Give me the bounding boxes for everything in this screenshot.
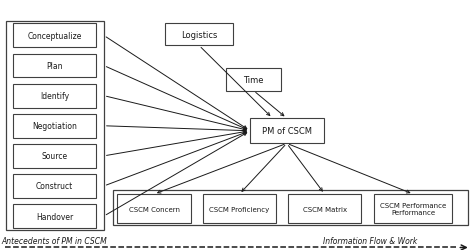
Text: Information Flow & Work: Information Flow & Work [323,236,417,245]
Text: Antecedents of PM in CSCM: Antecedents of PM in CSCM [1,236,108,245]
Text: Conceptualize: Conceptualize [27,32,82,41]
Text: CSCM Proficiency: CSCM Proficiency [209,206,270,212]
FancyBboxPatch shape [374,194,452,223]
FancyBboxPatch shape [13,54,96,78]
FancyBboxPatch shape [113,190,468,226]
FancyBboxPatch shape [13,204,96,228]
FancyBboxPatch shape [13,174,96,198]
FancyBboxPatch shape [288,194,361,223]
FancyBboxPatch shape [13,144,96,168]
FancyBboxPatch shape [6,22,104,231]
Text: CSCM Concern: CSCM Concern [128,206,180,212]
Text: Logistics: Logistics [181,30,217,40]
Text: Handover: Handover [36,212,73,221]
FancyBboxPatch shape [227,69,281,91]
Text: CSCM Matrix: CSCM Matrix [302,206,347,212]
Text: Construct: Construct [36,182,73,191]
FancyBboxPatch shape [164,24,233,46]
Text: Source: Source [41,152,68,161]
Text: Negotiation: Negotiation [32,122,77,131]
Text: Identify: Identify [40,92,69,101]
Text: Plan: Plan [46,62,63,71]
FancyBboxPatch shape [13,84,96,108]
Text: Time: Time [243,76,264,84]
FancyBboxPatch shape [117,194,191,223]
FancyBboxPatch shape [250,119,323,144]
Text: PM of CSCM: PM of CSCM [262,127,312,136]
FancyBboxPatch shape [13,114,96,138]
Text: CSCM Performance
Performance: CSCM Performance Performance [380,202,447,215]
FancyBboxPatch shape [13,24,96,48]
FancyBboxPatch shape [202,194,276,223]
